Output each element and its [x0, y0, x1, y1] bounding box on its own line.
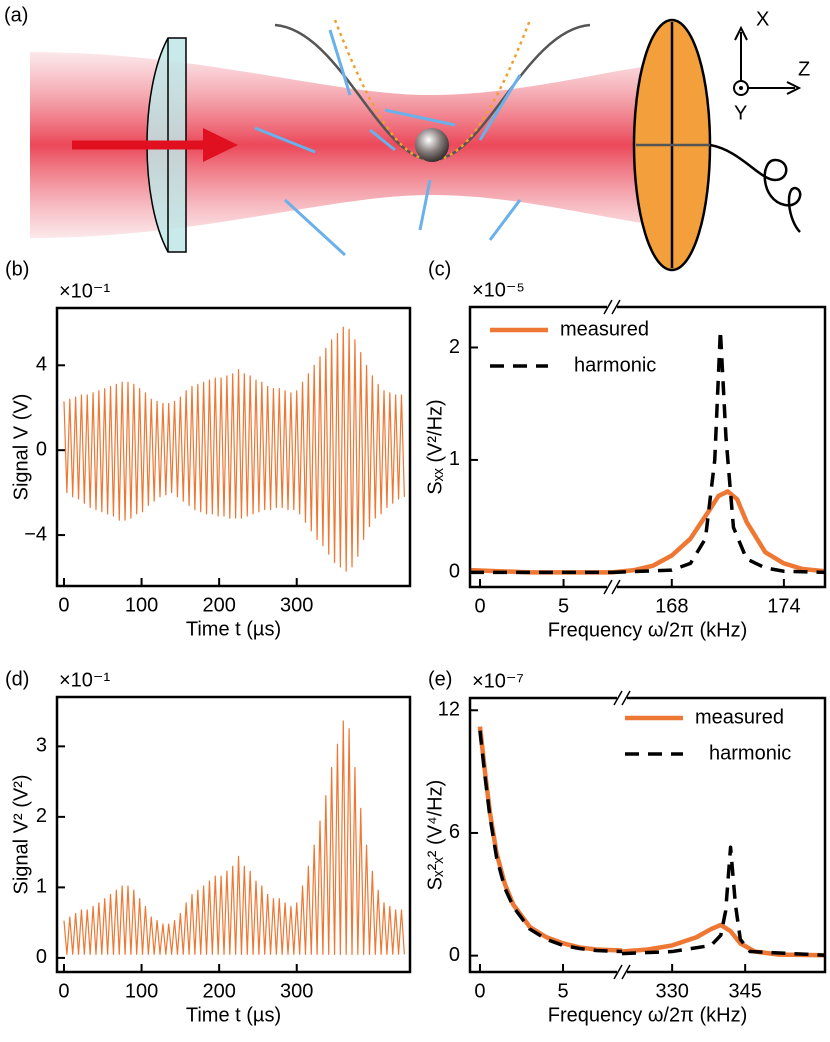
axis-break-gap	[607, 304, 617, 310]
frame	[55, 306, 412, 588]
panel-label: (e)	[428, 668, 452, 690]
y-tick-label: −4	[24, 523, 47, 545]
legend-label: harmonic	[709, 742, 791, 764]
x-axis-label: Time t (µs)	[186, 1004, 281, 1026]
x-tick-label: 5	[557, 980, 568, 1002]
y-tick-label: 1	[449, 448, 460, 470]
axis-break	[621, 690, 631, 706]
series-line	[63, 326, 405, 572]
axis-multiplier: ×10⁻¹	[59, 669, 110, 691]
axis-arrow-head	[734, 25, 748, 41]
molecules	[254, 29, 522, 257]
y-tick-label: 0	[36, 438, 47, 460]
beam-arrow-head	[203, 128, 238, 162]
x-tick-label: 100	[125, 594, 158, 616]
y-tick-label: 12	[438, 699, 460, 721]
y-axis-label: Sₓ²ₓ² (V⁴/Hz)	[424, 780, 446, 891]
axis-multiplier: ×10⁻⁷	[472, 670, 524, 692]
y-axis-label: Signal V (V)	[10, 394, 32, 501]
y-tick-label: 2	[449, 336, 460, 358]
frame	[468, 305, 827, 589]
axis-multiplier: ×10⁻⁵	[472, 279, 525, 301]
axis-multiplier: ×10⁻¹	[59, 280, 110, 302]
y-tick-label: 1	[36, 876, 47, 898]
axis-out-dot	[739, 86, 743, 90]
particle	[415, 128, 449, 162]
y-tick-label: 0	[449, 561, 460, 583]
axis-arrow-head	[786, 81, 802, 95]
plot-area: 0 1 2 0 5 168 174 measured harmonic (c) ×10⁻⁵ Frequ…	[424, 258, 827, 641]
x-tick-label: 174	[767, 595, 800, 617]
axis-break-gap	[617, 695, 627, 701]
axis-break-gap	[607, 584, 617, 590]
panel-label: (d)	[5, 668, 29, 690]
schematic: (a) X Z Y	[4, 4, 810, 272]
x-tick-label: 0	[58, 594, 69, 616]
axis-label: Y	[734, 102, 747, 124]
x-tick-label: 100	[125, 980, 158, 1002]
axis-break	[611, 579, 621, 595]
x-axis-label: Frequency ω/2π (kHz)	[548, 619, 747, 641]
panel-label: (a)	[4, 4, 28, 26]
axis-break	[613, 690, 623, 706]
series-line	[478, 730, 826, 957]
frame	[55, 695, 412, 974]
frame	[468, 696, 827, 974]
plot-area: 4 0 −4 0 100 200 300 (b) ×10⁻¹ Time t (µs) Signal …	[5, 258, 412, 640]
x-tick-label: 5	[558, 595, 569, 617]
axis-break	[603, 579, 613, 595]
axis-break-gap	[617, 969, 627, 975]
legend-label: measured	[695, 706, 784, 728]
axis-label: X	[756, 8, 769, 30]
x-axis-label: Time t (µs)	[186, 618, 281, 640]
laser-beam	[30, 52, 700, 238]
legend-label: harmonic	[574, 354, 656, 376]
fiber	[709, 143, 802, 233]
x-tick-label: 0	[474, 980, 485, 1002]
y-tick-label: 2	[36, 805, 47, 827]
axis-break	[603, 299, 613, 315]
x-tick-label: 200	[202, 980, 235, 1002]
panel-label: (c)	[428, 258, 451, 280]
y-axis-label: Sₓₓ (V²/Hz)	[424, 399, 446, 494]
x-tick-label: 300	[280, 980, 313, 1002]
panel-label: (b)	[5, 258, 29, 280]
series-line	[470, 328, 826, 575]
axis-label: Z	[798, 58, 810, 80]
y-tick-label: 3	[36, 735, 47, 757]
x-axis-label: Frequency ω/2π (kHz)	[548, 1004, 747, 1026]
axis-break	[613, 964, 623, 980]
series-line	[63, 720, 405, 955]
plot-area: 0 6 12 0 5 330 345 measured harmonic (e) ×10⁻⁷ Freq…	[424, 668, 827, 1026]
legend-label: measured	[560, 318, 649, 340]
x-tick-label: 0	[474, 595, 485, 617]
axis-break	[621, 964, 631, 980]
series-line	[469, 489, 826, 575]
x-tick-label: 168	[655, 595, 688, 617]
x-tick-label: 200	[202, 594, 235, 616]
y-tick-label: 6	[449, 821, 460, 843]
y-tick-label: 0	[449, 944, 460, 966]
x-tick-label: 0	[58, 980, 69, 1002]
y-tick-label: 4	[36, 354, 47, 376]
y-axis-label: Signal V² (V²)	[10, 774, 32, 894]
y-tick-label: 0	[36, 946, 47, 968]
plot-area: 0 1 2 3 0 100 200 300 (d) ×10⁻¹ Time t (µs) Signal …	[5, 668, 412, 1026]
axis-break	[611, 299, 621, 315]
x-tick-label: 330	[655, 980, 688, 1002]
x-tick-label: 300	[280, 594, 313, 616]
x-tick-label: 345	[728, 980, 761, 1002]
